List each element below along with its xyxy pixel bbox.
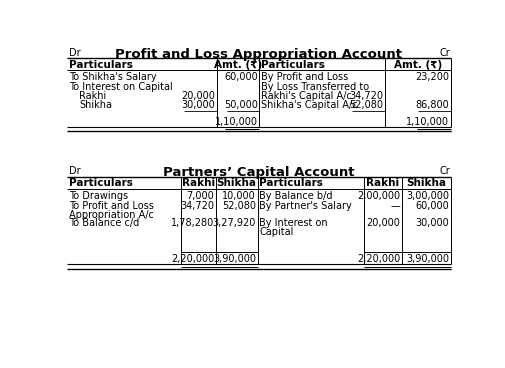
Text: To Interest on Capital: To Interest on Capital — [69, 82, 172, 92]
Text: 60,000: 60,000 — [224, 72, 258, 82]
Text: To Drawings: To Drawings — [69, 191, 128, 201]
Text: 1,10,000: 1,10,000 — [215, 117, 258, 127]
Text: 2,00,000: 2,00,000 — [357, 191, 400, 201]
Text: Particulars: Particulars — [69, 178, 132, 188]
Text: 20,000: 20,000 — [366, 218, 400, 228]
Text: 2,20,000: 2,20,000 — [357, 254, 400, 264]
Text: 30,000: 30,000 — [181, 100, 215, 110]
Text: Rakhi: Rakhi — [79, 91, 107, 101]
Text: Capital: Capital — [259, 227, 293, 237]
Text: By Loss Transferred to: By Loss Transferred to — [261, 82, 369, 92]
Text: Particulars: Particulars — [261, 60, 325, 70]
Text: 34,720: 34,720 — [180, 201, 214, 211]
Text: 1,78,280: 1,78,280 — [171, 218, 214, 228]
Text: Partners’ Capital Account: Partners’ Capital Account — [163, 166, 355, 179]
Text: Appropriation A/c: Appropriation A/c — [69, 210, 154, 220]
Text: 3,90,000: 3,90,000 — [406, 254, 449, 264]
Text: 20,000: 20,000 — [181, 91, 215, 101]
Text: Cr: Cr — [440, 166, 450, 176]
Text: By Balance b/d: By Balance b/d — [259, 191, 333, 201]
Text: 52,080: 52,080 — [349, 100, 383, 110]
Text: 23,200: 23,200 — [415, 72, 449, 82]
Text: —: — — [390, 201, 400, 211]
Text: Shikha: Shikha — [79, 100, 113, 110]
Text: 52,080: 52,080 — [222, 201, 256, 211]
Text: 7,000: 7,000 — [186, 191, 214, 201]
Text: By Profit and Loss: By Profit and Loss — [261, 72, 348, 82]
Text: 34,720: 34,720 — [349, 91, 383, 101]
Text: 50,000: 50,000 — [224, 100, 258, 110]
Text: Profit and Loss Appropriation Account: Profit and Loss Appropriation Account — [115, 48, 402, 61]
Text: 30,000: 30,000 — [415, 218, 449, 228]
Text: Rakhi: Rakhi — [366, 178, 399, 188]
Text: 10,000: 10,000 — [222, 191, 256, 201]
Text: 60,000: 60,000 — [415, 201, 449, 211]
Text: Amt. (₹): Amt. (₹) — [393, 60, 442, 70]
Text: 86,800: 86,800 — [415, 100, 449, 110]
Text: Shikha: Shikha — [217, 178, 257, 188]
Text: By Interest on: By Interest on — [259, 218, 328, 228]
Text: To Shikha's Salary: To Shikha's Salary — [69, 72, 156, 82]
Text: 3,27,920: 3,27,920 — [213, 218, 256, 228]
Text: Particulars: Particulars — [259, 178, 323, 188]
Text: Dr: Dr — [69, 48, 80, 58]
Text: To Balance c/d: To Balance c/d — [69, 218, 139, 228]
Text: 1,10,000: 1,10,000 — [406, 117, 449, 127]
Text: To Profit and Loss: To Profit and Loss — [69, 201, 154, 211]
Text: By Partner's Salary: By Partner's Salary — [259, 201, 352, 211]
Text: Rakhi: Rakhi — [182, 178, 215, 188]
Text: 3,00,000: 3,00,000 — [406, 191, 449, 201]
Text: Rakhi's Capital A/c: Rakhi's Capital A/c — [261, 91, 351, 101]
Text: 3,90,000: 3,90,000 — [213, 254, 256, 264]
Text: Shikha's Capital A/c: Shikha's Capital A/c — [261, 100, 357, 110]
Text: 2,20,000: 2,20,000 — [171, 254, 214, 264]
Text: Amt. (₹): Amt. (₹) — [214, 60, 262, 70]
Text: Particulars: Particulars — [69, 60, 132, 70]
Text: Cr: Cr — [440, 48, 450, 58]
Text: Dr: Dr — [69, 166, 80, 176]
Text: Shikha: Shikha — [406, 178, 446, 188]
